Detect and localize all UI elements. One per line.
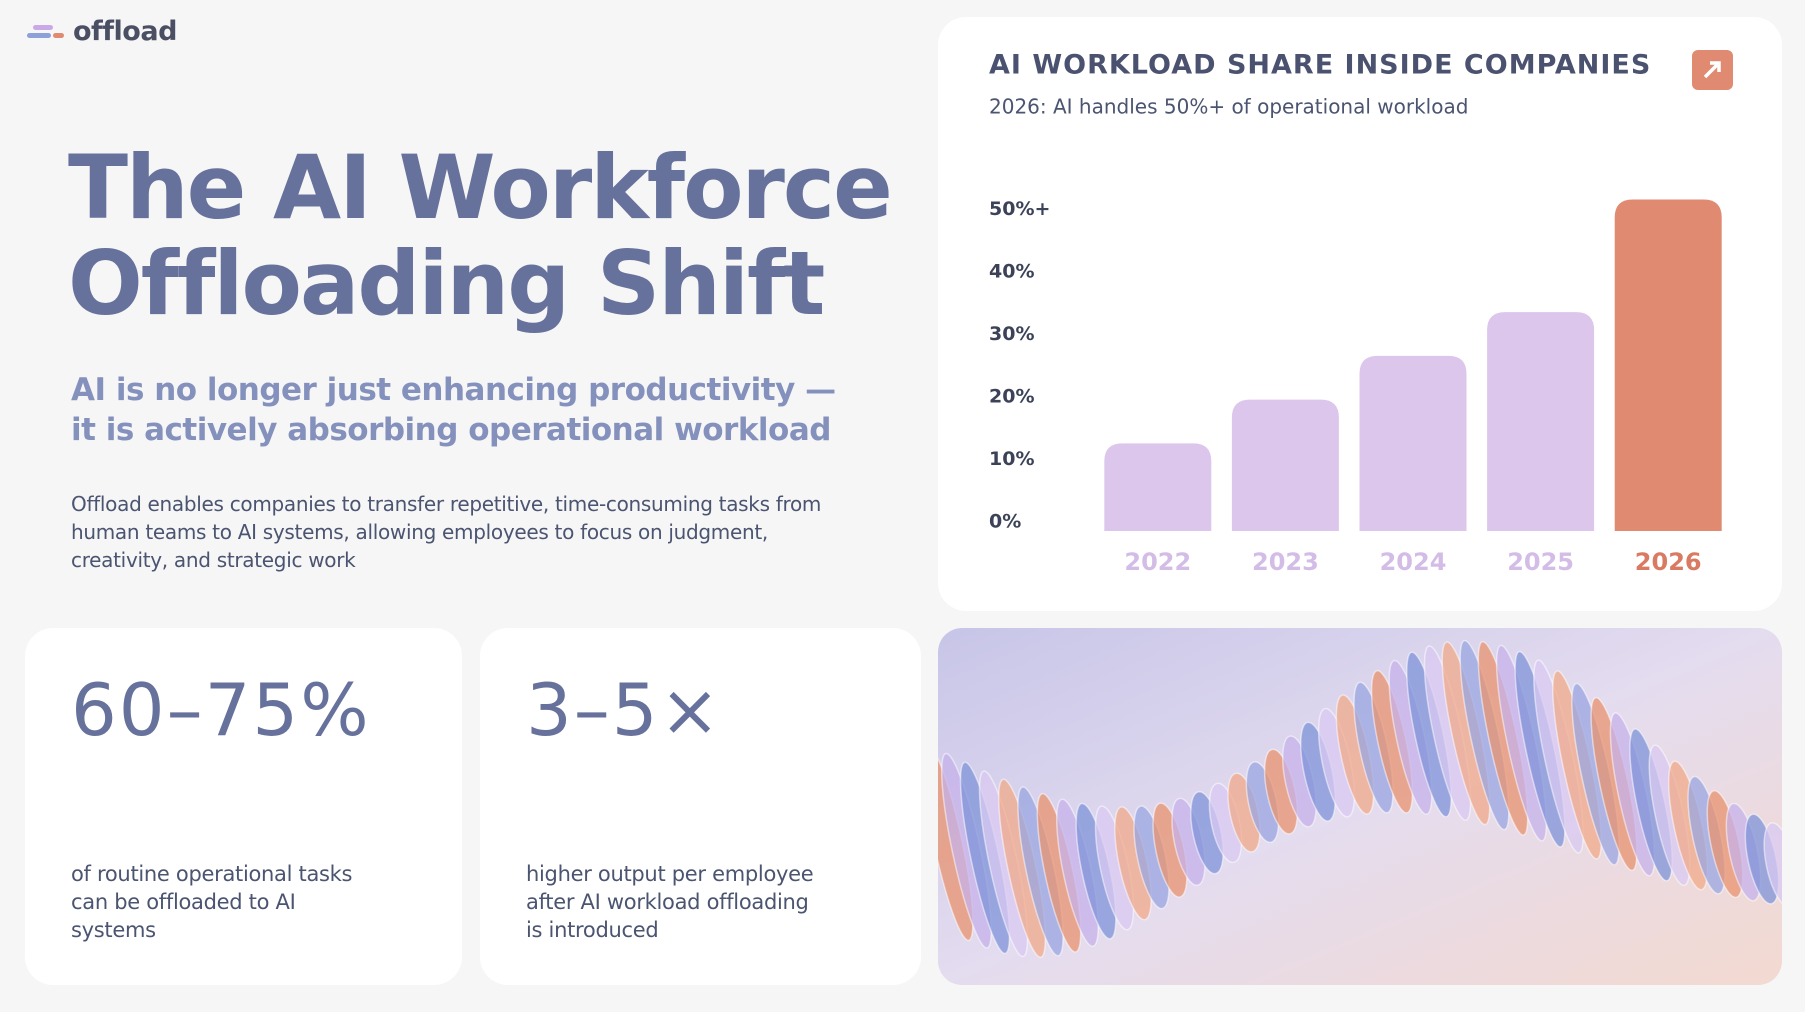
bar (1231, 399, 1339, 531)
logo-text: offload (73, 16, 177, 47)
body-line: Offload enables companies to transfer re… (71, 492, 822, 516)
desc-line: is introduced (526, 918, 659, 942)
y-tick-label: 30% (989, 323, 1034, 345)
x-tick-label: 2024 (1380, 548, 1447, 576)
bar (1487, 312, 1595, 531)
chart-subtitle: 2026: AI handles 50%+ of operational wor… (989, 95, 1468, 119)
stat-description: higher output per employee after AI work… (526, 860, 814, 944)
x-tick-label: 2026 (1635, 548, 1702, 576)
x-tick-label: 2025 (1507, 548, 1574, 576)
subtitle-line: it is actively absorbing operational wor… (71, 412, 831, 448)
open-button[interactable] (1692, 50, 1733, 90)
stat-description: of routine operational tasks can be offl… (71, 860, 352, 944)
logo[interactable]: offload (27, 16, 177, 47)
desc-line: can be offloaded to AI (71, 890, 296, 914)
y-tick-label: 0% (989, 511, 1021, 533)
hero-body: Offload enables companies to transfer re… (71, 490, 821, 574)
title-line: The AI Workforce (68, 136, 893, 239)
y-tick-label: 20% (989, 385, 1034, 407)
hero-subtitle: AI is no longer just enhancing productiv… (71, 370, 836, 450)
title-line: Offloading Shift (68, 232, 825, 335)
abstract-art (938, 628, 1782, 985)
x-tick-label: 2023 (1252, 548, 1319, 576)
hero-title: The AI Workforce Offloading Shift (68, 136, 893, 335)
chart-title: AI WORKLOAD SHARE INSIDE COMPANIES (989, 50, 1651, 81)
bar (1614, 199, 1722, 531)
desc-line: higher output per employee (526, 862, 814, 886)
bar (1104, 443, 1212, 531)
stat-value: 60–75% (71, 668, 371, 752)
desc-line: after AI workload offloading (526, 890, 809, 914)
stat-card: 60–75% of routine operational tasks can … (25, 628, 462, 985)
stat-card: 3–5× higher output per employee after AI… (480, 628, 921, 985)
logo-mark (27, 24, 64, 38)
body-line: creativity, and strategic work (71, 548, 356, 572)
bar (1359, 355, 1467, 531)
y-tick-label: 50%+ (989, 198, 1050, 220)
disc (1763, 822, 1782, 908)
body-line: human teams to AI systems, allowing empl… (71, 520, 768, 544)
x-tick-label: 2022 (1124, 548, 1191, 576)
hero-image (938, 628, 1782, 985)
stat-value: 3–5× (526, 668, 722, 752)
desc-line: systems (71, 918, 156, 942)
y-tick-label: 10% (989, 448, 1034, 470)
y-tick-label: 40% (989, 260, 1034, 282)
subtitle-line: AI is no longer just enhancing productiv… (71, 372, 836, 408)
desc-line: of routine operational tasks (71, 862, 353, 886)
